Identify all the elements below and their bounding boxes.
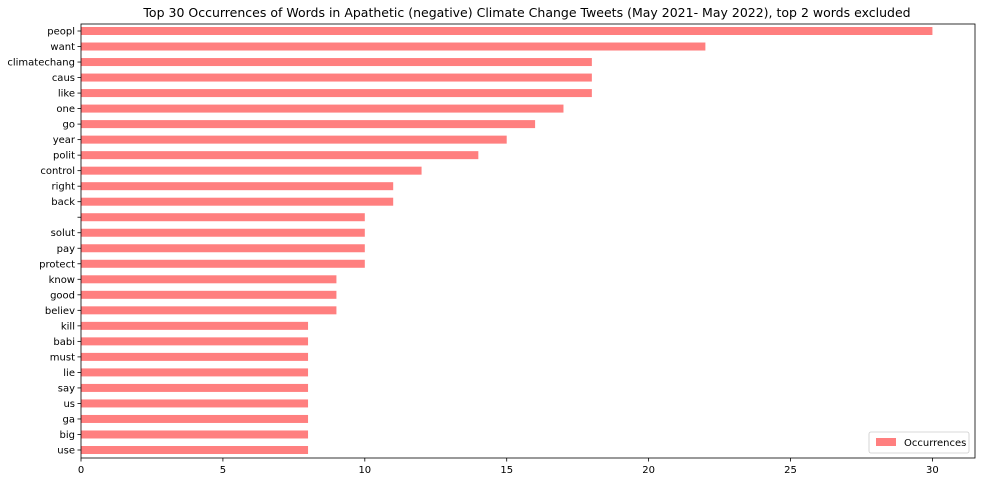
- y-tick-label: peopl: [47, 27, 75, 38]
- bar: [81, 151, 479, 160]
- bars-group: [81, 27, 933, 454]
- bar: [81, 89, 592, 98]
- x-tick-label: 10: [358, 465, 371, 476]
- y-tick-label: year: [53, 135, 76, 146]
- bar: [81, 182, 394, 191]
- x-tick-label: 25: [784, 465, 797, 476]
- y-tick-label: solut: [51, 228, 75, 239]
- y-axis-ticks: peopl want climatechang caus like one go year po…: [7, 27, 81, 457]
- bar: [81, 383, 309, 392]
- x-tick-label: 5: [220, 465, 226, 476]
- y-tick-label: us: [63, 399, 75, 410]
- bar: [81, 446, 309, 454]
- bar: [81, 58, 592, 67]
- plot-frame: [80, 23, 976, 459]
- bar: [81, 306, 337, 315]
- bar: [81, 120, 536, 129]
- bar: [81, 213, 365, 222]
- bar: [81, 135, 507, 144]
- legend-label: Occurrences: [904, 438, 966, 449]
- bar: [81, 73, 592, 82]
- x-tick-label: 15: [500, 465, 513, 476]
- bar: [81, 275, 337, 284]
- bar: [81, 104, 564, 113]
- x-axis-ticks: 0 5 10 15 20 25 30: [78, 458, 939, 476]
- bar: [81, 42, 706, 51]
- y-tick-label: polit: [53, 151, 75, 162]
- bar: [81, 197, 394, 206]
- x-tick-label: 30: [926, 465, 939, 476]
- y-tick-label: lie: [63, 368, 75, 379]
- bar: [81, 244, 365, 253]
- y-tick-label: kill: [61, 321, 75, 332]
- legend-swatch: [876, 438, 896, 446]
- bar: [81, 321, 309, 330]
- y-tick-label: babi: [53, 337, 75, 348]
- bar: [81, 259, 365, 268]
- y-tick-label: pay: [57, 244, 75, 255]
- bar: [81, 337, 309, 346]
- x-tick-label: 20: [642, 465, 655, 476]
- bar: [81, 368, 309, 377]
- y-tick-label: protect: [39, 259, 75, 270]
- chart-title: Top 30 Occurrences of Words in Apathetic…: [142, 5, 910, 20]
- bar: [81, 228, 365, 237]
- y-tick-label: ga: [63, 414, 75, 425]
- bar: [81, 352, 309, 361]
- bar: [81, 166, 422, 175]
- y-tick-label: say: [58, 383, 75, 394]
- y-tick-label: like: [58, 89, 75, 100]
- legend: Occurrences: [868, 431, 970, 454]
- bar: [81, 414, 309, 423]
- bar: [81, 290, 337, 299]
- x-tick-label: 0: [78, 465, 84, 476]
- y-tick-label: control: [40, 166, 75, 177]
- y-tick-label: climatechang: [7, 58, 75, 69]
- y-tick-label: big: [60, 430, 75, 441]
- y-tick-label: believ: [45, 306, 75, 317]
- y-tick-label: want: [50, 42, 75, 53]
- y-tick-label: use: [57, 446, 75, 457]
- y-tick-label: know: [49, 275, 75, 286]
- y-tick-label: go: [63, 120, 75, 131]
- y-tick-label: caus: [52, 73, 75, 84]
- bar: [81, 27, 933, 35]
- y-tick-label: back: [51, 197, 75, 208]
- bar: [81, 399, 309, 408]
- y-tick-label: one: [56, 104, 75, 115]
- y-tick-label: must: [50, 352, 75, 363]
- legend-box: [868, 431, 970, 454]
- y-tick-label: right: [52, 182, 76, 193]
- bar: [81, 430, 309, 439]
- y-tick-label: good: [50, 290, 75, 301]
